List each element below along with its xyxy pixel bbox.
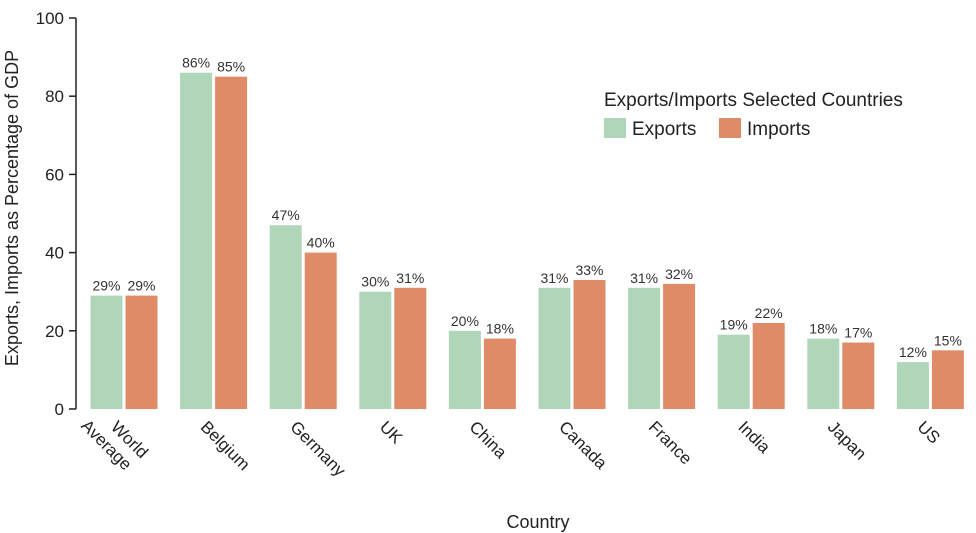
data-label-exports: 86% — [182, 55, 210, 71]
category-label: France — [645, 417, 696, 468]
x-axis-title: Country — [506, 512, 569, 532]
bar-imports — [483, 338, 516, 409]
bar-imports — [931, 350, 964, 409]
data-label-exports: 20% — [451, 313, 479, 329]
data-label-imports: 18% — [486, 321, 514, 337]
y-tick-label: 100 — [36, 9, 64, 28]
data-label-exports: 31% — [540, 270, 568, 286]
bar-exports — [359, 291, 392, 409]
bar-exports — [807, 338, 840, 409]
y-tick-label: 20 — [45, 322, 64, 341]
data-label-imports: 22% — [755, 305, 783, 321]
bar-imports — [304, 252, 337, 409]
category-label: Canada — [555, 417, 611, 473]
bar-imports — [663, 283, 696, 409]
legend-label-imports: Imports — [747, 119, 810, 140]
bar-exports — [180, 72, 213, 410]
data-label-imports: 32% — [665, 266, 693, 282]
data-label-imports: 31% — [396, 270, 424, 286]
data-labels-layer: 29% 29% 86% 85% 47% 40% 30% 31% 20% 18% 31% 33% 31% 3… — [92, 55, 961, 360]
y-tick-label: 40 — [45, 244, 64, 263]
bar-exports — [448, 330, 481, 409]
data-label-exports: 12% — [899, 344, 927, 360]
data-label-exports: 19% — [720, 317, 748, 333]
category-label: WorldAverage — [77, 402, 151, 476]
data-label-exports: 29% — [92, 278, 120, 294]
category-label: US — [914, 417, 944, 447]
legend: Exports/Imports Selected Countries Expor… — [604, 90, 903, 140]
data-label-imports: 85% — [217, 59, 245, 75]
category-label: Japan — [824, 417, 870, 463]
data-label-imports: 33% — [575, 262, 603, 278]
data-label-exports: 30% — [361, 274, 389, 290]
bar-exports — [628, 287, 661, 409]
bar-exports — [538, 287, 571, 409]
bar-exports — [90, 295, 123, 409]
bar-imports — [215, 76, 248, 410]
x-axis-category-labels: WorldAverage Belgium Germany UK China Canada F… — [77, 402, 944, 481]
legend-title: Exports/Imports Selected Countries — [604, 90, 903, 111]
category-label: China — [466, 417, 511, 462]
bar-imports — [573, 279, 606, 409]
category-label: Germany — [286, 417, 349, 480]
category-label: India — [734, 417, 774, 457]
category-label: Belgium — [197, 417, 254, 474]
y-tick-label: 60 — [45, 165, 64, 184]
bar-imports — [125, 295, 158, 409]
data-label-exports: 31% — [630, 270, 658, 286]
bar-exports — [269, 225, 302, 409]
legend-swatch-imports — [719, 118, 741, 138]
y-tick-label: 0 — [55, 400, 64, 419]
bar-imports — [842, 342, 875, 409]
y-tick-label: 80 — [45, 87, 64, 106]
data-label-imports: 15% — [934, 332, 962, 348]
bar-imports — [394, 287, 427, 409]
bar-imports — [752, 322, 785, 409]
data-label-imports: 17% — [844, 325, 872, 341]
y-axis-ticks: 0 20 40 60 80 100 — [36, 9, 76, 419]
data-label-exports: 47% — [272, 207, 300, 223]
bar-exports — [717, 334, 750, 409]
data-label-imports: 40% — [307, 235, 335, 251]
data-label-exports: 18% — [809, 321, 837, 337]
bar-exports — [896, 362, 929, 409]
y-axis-title: Exports, Imports as Percentage of GDP — [2, 50, 22, 366]
legend-label-exports: Exports — [632, 119, 696, 140]
category-label: UK — [376, 417, 407, 448]
bars-layer — [90, 72, 964, 410]
data-label-imports: 29% — [127, 278, 155, 294]
legend-swatch-exports — [604, 118, 626, 138]
